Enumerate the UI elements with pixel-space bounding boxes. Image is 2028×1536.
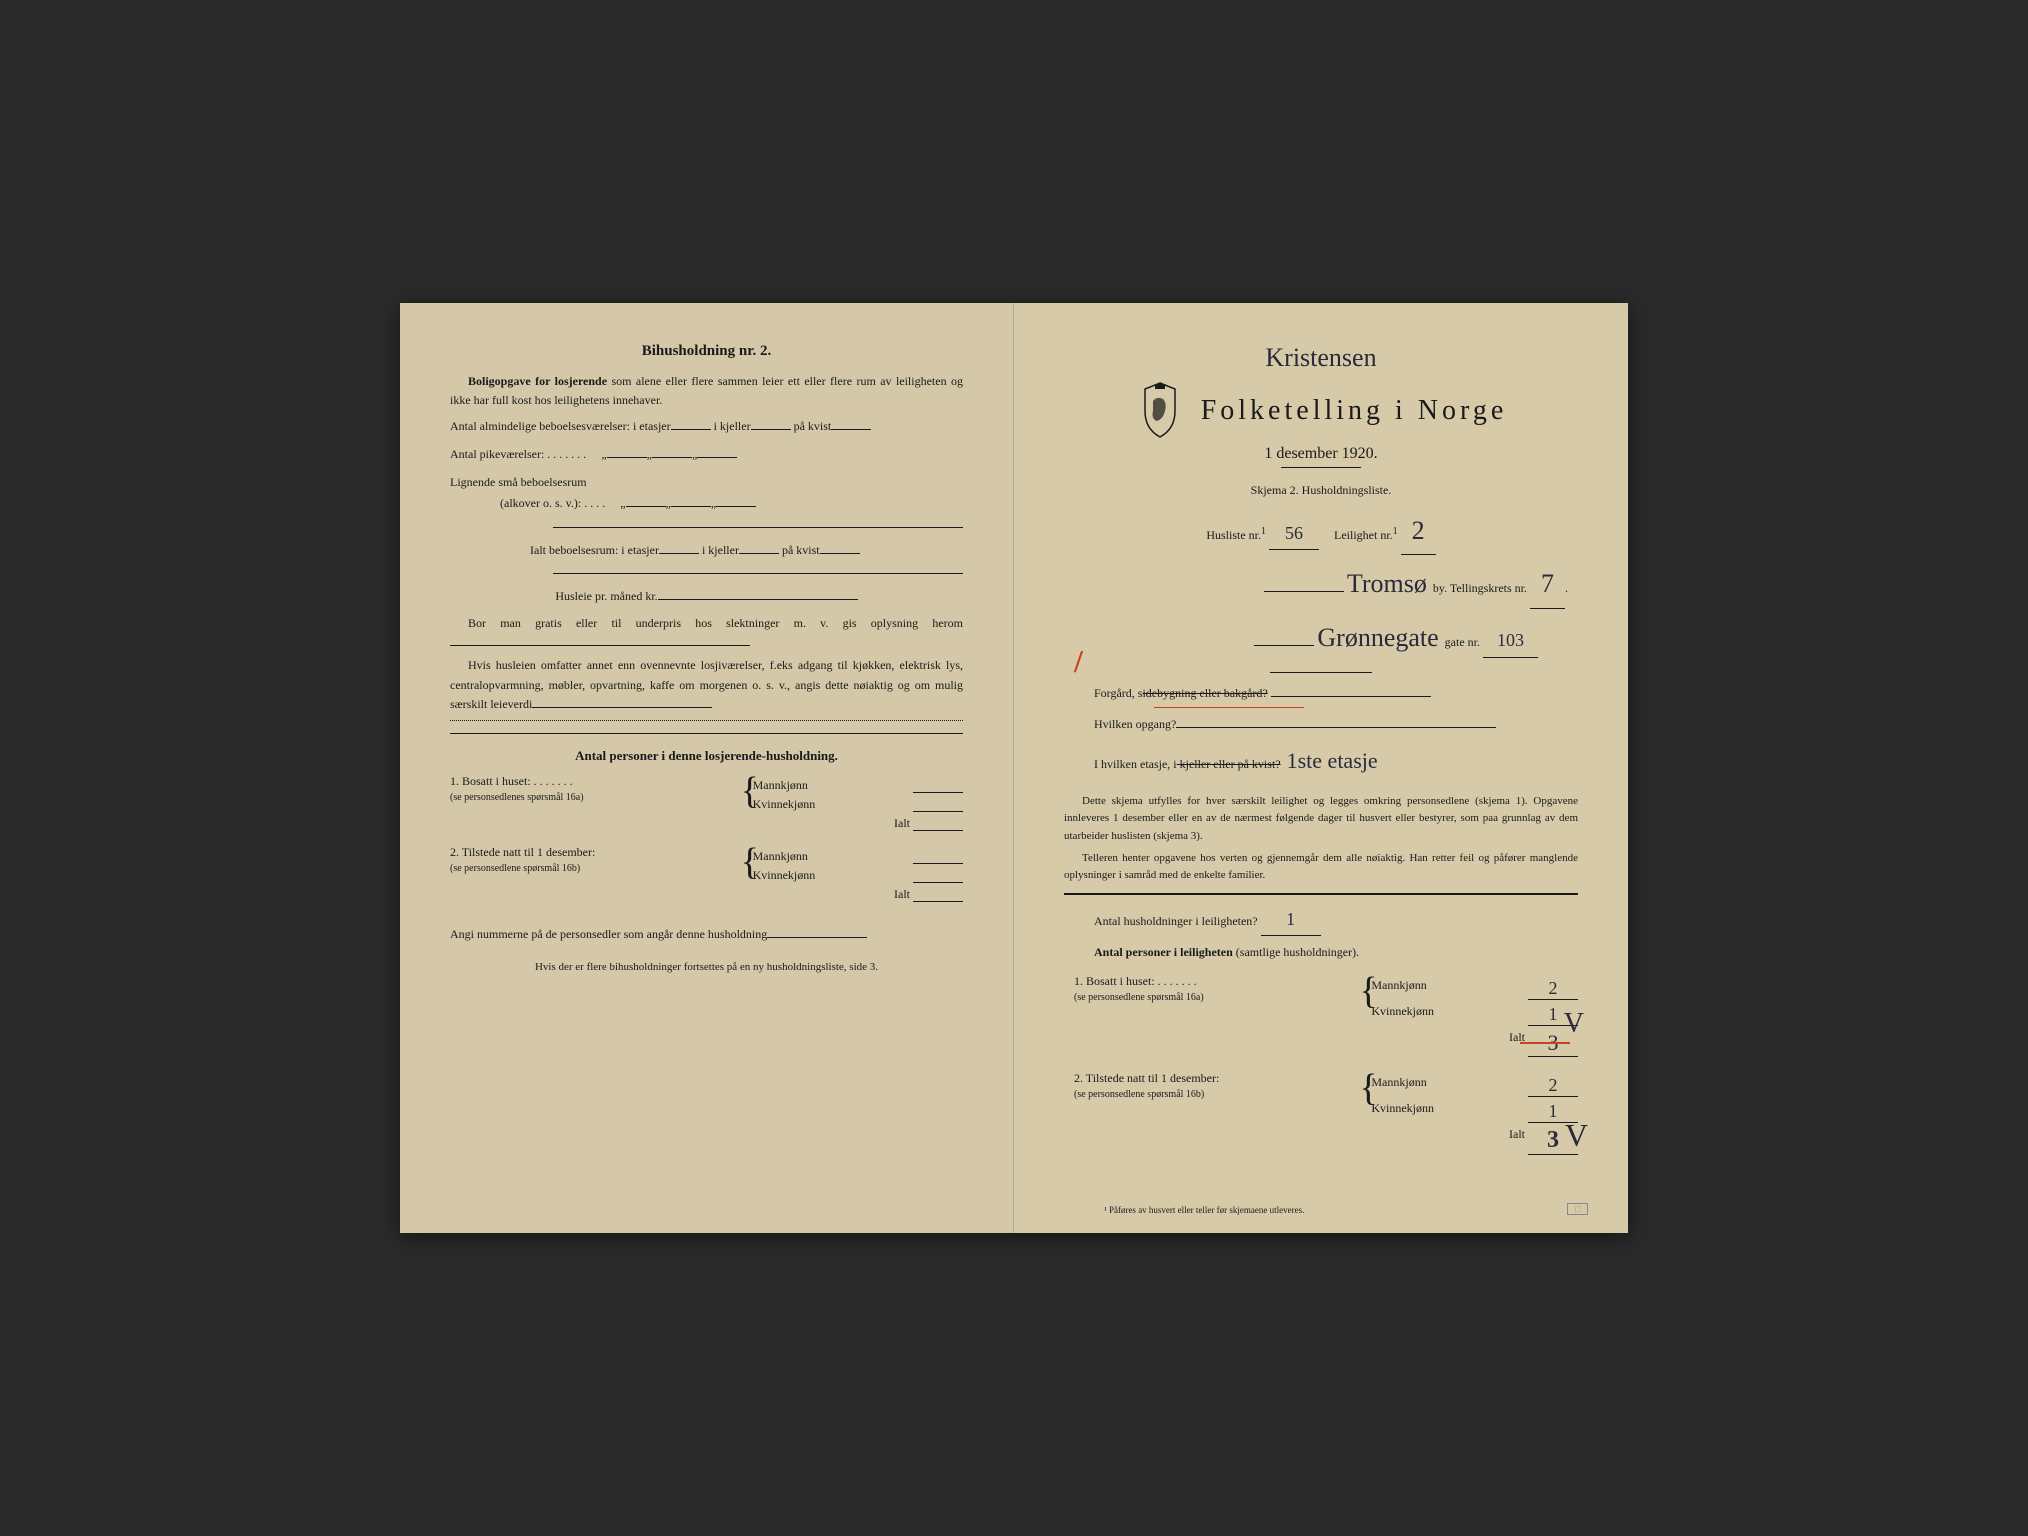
- mann-label2: Mannkjønn: [753, 849, 808, 864]
- bosatt-label-right: 1. Bosatt i huset: . . . . . . .: [1074, 974, 1197, 988]
- husleie-label: Husleie pr. måned kr.: [555, 589, 657, 603]
- antal-pers-rest: (samtlige husholdninger).: [1233, 945, 1359, 959]
- fortsettes-note: Hvis der er flere bihusholdninger fortse…: [450, 959, 963, 977]
- husleien-para: Hvis husleien omfatter annet enn ovennev…: [450, 656, 963, 714]
- kvinne-label-r1: Kvinnekjønn: [1371, 1004, 1434, 1026]
- tilstede-mann-value: 2: [1528, 1075, 1578, 1097]
- etasje-struck: kjeller eller på kvist?: [1177, 757, 1281, 771]
- bosatt-mann-value: 2: [1528, 978, 1578, 1000]
- footnote: ¹ Påføres av husvert eller teller før sk…: [1104, 1205, 1304, 1215]
- opgang-label: Hvilken opgang?: [1094, 717, 1176, 731]
- boligopgave-lead: Boligopgave for losjerende: [468, 374, 607, 388]
- bosatt-row-right: 1. Bosatt i huset: . . . . . . . (se per…: [1064, 974, 1578, 1061]
- kvinne-label2: Kvinnekjønn: [753, 868, 816, 883]
- checkmark-2: V: [1565, 1117, 1588, 1154]
- census-date: 1 desember 1920.: [1064, 445, 1578, 463]
- antal-personer-title: Antal personer i denne losjerende-hushol…: [450, 748, 963, 764]
- kvinne-label: Kvinnekjønn: [753, 797, 816, 812]
- antal-hush-value: 1: [1261, 903, 1321, 936]
- tilstede-row-left: 2. Tilstede natt til 1 desember: (se per…: [450, 845, 963, 906]
- husliste-value: 56: [1269, 517, 1319, 550]
- instructions-1: Dette skjema utfylles for hver særskilt …: [1064, 793, 1578, 846]
- street-value: Grønnegate: [1317, 623, 1438, 652]
- instructions-2: Telleren henter opgavene hos verten og g…: [1064, 850, 1578, 885]
- bosatt-sub-left: (se personsedlenes spørsmål 16a): [450, 792, 584, 803]
- mann-label: Mannkjønn: [753, 778, 808, 793]
- boligopgave-para: Boligopgave for losjerende som alene ell…: [450, 372, 963, 410]
- lignende-line1: Lignende små beboelsesrum: [450, 472, 963, 494]
- by-label: by. Tellingskrets nr.: [1433, 581, 1527, 595]
- gratis-text: Bor man gratis eller til underpris hos s…: [468, 616, 963, 630]
- husleie-line: Husleie pr. måned kr.: [450, 586, 963, 608]
- ialt-prefix: Ialt beboelsesrum: i etasjer: [530, 543, 659, 557]
- skjema-line: Skjema 2. Husholdningsliste.: [1064, 480, 1578, 502]
- lignende-prefix: (alkover o. s. v.): . . . .: [500, 496, 605, 510]
- antal-pers-lead: Antal personer i leiligheten: [1094, 945, 1233, 959]
- tilstede-sub-left: (se personsedlene spørsmål 16b): [450, 863, 580, 874]
- red-underline: [1154, 707, 1304, 708]
- etasje-value: 1ste etasje: [1287, 748, 1378, 773]
- forgard-plain: Forgård, s: [1094, 686, 1142, 700]
- city-line: Tromsø by. Tellingskrets nr. 7.: [1064, 561, 1578, 609]
- forgard-struck: idebygning eller bakgård?: [1142, 686, 1267, 700]
- etasje-line: I hvilken etasje, i kjeller eller på kvi…: [1064, 741, 1578, 781]
- kvinne-label-r2: Kvinnekjønn: [1371, 1101, 1434, 1123]
- surname-value: Kristensen: [1265, 343, 1376, 372]
- leilighet-value: 2: [1401, 508, 1436, 556]
- gratis-para: Bor man gratis eller til underpris hos s…: [450, 614, 963, 652]
- right-page: Kristensen Folketelling i Norge 1 desemb…: [1014, 303, 1628, 1233]
- ialt-rooms-line: Ialt beboelsesrum: i etasjer i kjeller p…: [450, 540, 963, 562]
- bosatt-row-left: 1. Bosatt i huset: . . . . . . . (se per…: [450, 774, 963, 835]
- antal-hush-line: Antal husholdninger i leiligheten? 1: [1064, 903, 1578, 936]
- checkmark-1: V: [1564, 1008, 1584, 1040]
- gate-value: 103: [1483, 624, 1538, 657]
- kvist-label2: på kvist: [782, 543, 820, 557]
- kvist-label: på kvist: [794, 419, 832, 433]
- main-title: Folketelling i Norge: [1201, 395, 1508, 427]
- left-page: Bihusholdning nr. 2. Boligopgave for los…: [400, 303, 1014, 1233]
- husliste-label: Husliste nr.: [1206, 528, 1261, 542]
- krets-value: 7: [1530, 561, 1565, 609]
- rooms-prefix: Antal almindelige beboelsesværelser: i e…: [450, 419, 671, 433]
- street-line: Grønnegate gate nr. 103: [1064, 615, 1578, 662]
- mann-label-r1: Mannkjønn: [1371, 978, 1426, 1000]
- tilstede-label-left: 2. Tilstede natt til 1 desember:: [450, 845, 595, 859]
- opgang-line: Hvilken opgang?: [1064, 714, 1578, 736]
- lignende-line2: (alkover o. s. v.): . . . . „„„: [450, 493, 963, 515]
- printer-stamp: ⬚: [1567, 1203, 1588, 1215]
- kjeller-label2: i kjeller: [702, 543, 739, 557]
- city-value: Tromsø: [1347, 569, 1427, 598]
- ialt-label: Ialt: [894, 816, 910, 831]
- tilstede-sub-right: (se personsedlene spørsmål 16b): [1074, 1089, 1204, 1100]
- pike-line: Antal pikeværelser: . . . . . . . „„„: [450, 444, 963, 466]
- leilighet-label: Leilighet nr.: [1334, 528, 1393, 542]
- forgard-line: Forgård, sidebygning eller bakgård?: [1064, 683, 1578, 705]
- ialt-label-r2: Ialt: [1509, 1127, 1525, 1155]
- husliste-line: Husliste nr.1 56 Leilighet nr.1 2: [1064, 508, 1578, 556]
- bihusholdning-title: Bihusholdning nr. 2.: [450, 343, 963, 360]
- surname-field: Kristensen: [1064, 343, 1578, 373]
- ialt-label2: Ialt: [894, 887, 910, 902]
- red-underline-ialt: [1520, 1042, 1570, 1044]
- rooms-line: Antal almindelige beboelsesværelser: i e…: [450, 416, 963, 438]
- kjeller-label: i kjeller: [714, 419, 751, 433]
- antal-pers-title: Antal personer i leiligheten (samtlige h…: [1064, 942, 1578, 964]
- coat-of-arms-icon: [1135, 381, 1185, 441]
- tilstede-row-right: 2. Tilstede natt til 1 desember: (se per…: [1064, 1071, 1578, 1159]
- antal-hush-label: Antal husholdninger i leiligheten?: [1094, 914, 1258, 928]
- bosatt-label-left: 1. Bosatt i huset: . . . . . . .: [450, 774, 573, 788]
- pike-prefix: Antal pikeværelser: . . . . . . .: [450, 447, 586, 461]
- husleien-text: Hvis husleien omfatter annet enn ovennev…: [450, 658, 963, 710]
- bosatt-sub-right: (se personsedlene spørsmål 16a): [1074, 992, 1204, 1003]
- census-document: Bihusholdning nr. 2. Boligopgave for los…: [400, 303, 1628, 1233]
- gate-label: gate nr.: [1445, 635, 1480, 649]
- title-block: Folketelling i Norge: [1064, 381, 1578, 441]
- etasje-label: I hvilken etasje, i: [1094, 757, 1177, 771]
- tilstede-label-right: 2. Tilstede natt til 1 desember:: [1074, 1071, 1219, 1085]
- mann-label-r2: Mannkjønn: [1371, 1075, 1426, 1097]
- angi-text: Angi nummerne på de personsedler som ang…: [450, 927, 767, 941]
- angi-line: Angi nummerne på de personsedler som ang…: [450, 924, 963, 946]
